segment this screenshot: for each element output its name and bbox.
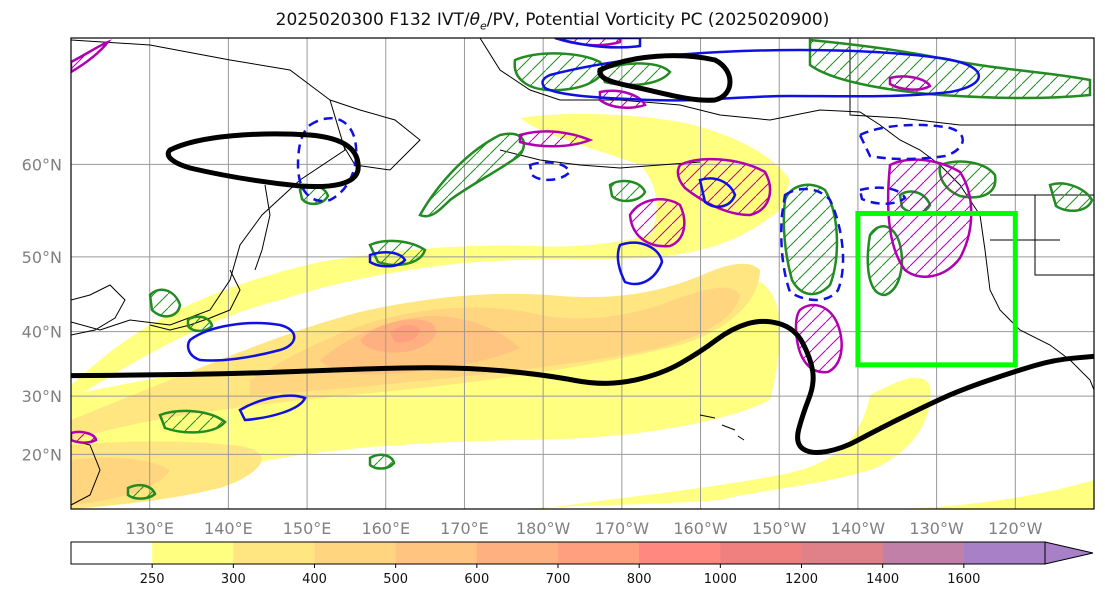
- latitude-label: 50°N: [22, 248, 62, 267]
- coastline-korea-china: [71, 284, 126, 336]
- ivt-band-250-se: [520, 377, 1094, 509]
- colorbar-tick-label: 1600: [947, 572, 980, 587]
- longitude-label: 140°E: [204, 519, 253, 538]
- magenta-contour-9: [71, 430, 98, 444]
- magenta-contour-2: [886, 158, 973, 278]
- longitude-label: 130°W: [909, 519, 964, 538]
- magenta-contour-1: [676, 157, 772, 217]
- blue-contour-3: [238, 394, 307, 422]
- latitude-labels: 60°N 50°N 40°N 30°N 20°N: [22, 155, 62, 464]
- blue-dashed-contour-2: [780, 187, 845, 302]
- colorbar-swatch: [882, 542, 965, 564]
- longitude-label: 140°W: [831, 519, 886, 538]
- colorbar-tick-label: 250: [140, 572, 165, 587]
- blue-contour-6: [698, 177, 737, 208]
- colorbar-swatch: [963, 542, 1046, 564]
- pv-pc-main-contour: [71, 318, 1094, 455]
- coastline-hawaii: [699, 414, 745, 441]
- pv-pc-contours: [71, 53, 1094, 455]
- green-contour-17: [186, 315, 214, 333]
- colorbar-tick-label: 600: [464, 572, 489, 587]
- magenta-contour-3: [628, 198, 686, 248]
- longitude-label: 180°W: [516, 519, 571, 538]
- magenta-contour-7: [518, 130, 594, 148]
- latitude-label: 20°N: [22, 445, 62, 464]
- green-contour-5: [782, 183, 839, 296]
- green-contour-9: [148, 288, 182, 318]
- blue-dashed-contour-1: [296, 116, 358, 203]
- colorbar-swatch: [152, 542, 234, 564]
- colorbar-swatch: [558, 542, 640, 564]
- green-contour-4: [418, 132, 526, 218]
- colorbar-swatch: [476, 542, 559, 564]
- latitude-label: 60°N: [22, 155, 62, 174]
- coastlines: [71, 38, 1094, 506]
- blue-dashed-contour-5: [858, 186, 907, 205]
- ivt-band-700: [390, 324, 420, 343]
- longitude-label: 160°W: [673, 519, 728, 538]
- colorbar-tick-label: 1200: [785, 572, 818, 587]
- longitude-label: 150°W: [752, 519, 807, 538]
- blue-dashed-contours: [296, 116, 964, 302]
- magenta-contour-8: [71, 39, 112, 74]
- colorbar-tick-label: 300: [221, 572, 246, 587]
- green-contour-15: [126, 483, 157, 500]
- magenta-contour-10: [888, 75, 932, 91]
- colorbar: 250 300 400 500 600 700 800 1000 1200 1400 1600: [70, 541, 1094, 587]
- colorbar-swatch: [801, 542, 884, 564]
- green-contour-14: [368, 453, 396, 470]
- coastline-canada-north: [849, 38, 1094, 126]
- coastline-aleutians: [499, 149, 701, 169]
- magenta-contours: [71, 38, 973, 444]
- longitude-label: 160°E: [361, 519, 410, 538]
- region-highlight-box: [855, 210, 1018, 368]
- map-frame: [70, 37, 1095, 510]
- colorbar-tick-label: 400: [302, 572, 327, 587]
- colorbar-swatch: [71, 542, 153, 564]
- colorbar-tick-label: 500: [383, 572, 408, 587]
- latitude-label: 30°N: [22, 387, 62, 406]
- blue-dashed-contour-3: [858, 123, 964, 161]
- longitude-label: 120°W: [988, 519, 1043, 538]
- longitude-labels: 130°E 140°E 150°E 160°E 170°E 180°W 170°W 160°W…: [125, 519, 1042, 538]
- pv-pc-closed-contour-west: [165, 131, 361, 190]
- blue-contour-4: [616, 241, 664, 286]
- coastline-sakhalin: [254, 184, 271, 271]
- colorbar-tick-label: 800: [627, 572, 652, 587]
- longitude-label: 130°E: [125, 519, 174, 538]
- map-title: 2025020300 F132 IVT/θe/PV, Potential Vor…: [275, 10, 830, 33]
- green-contour-16: [1048, 182, 1094, 213]
- blue-contour-7: [554, 38, 642, 49]
- blue-contour-5: [368, 251, 407, 268]
- colorbar-swatch: [720, 542, 802, 564]
- colorbar-tick-label: 1400: [866, 572, 899, 587]
- coastline-japan: [149, 269, 241, 331]
- coastline-asia: [71, 39, 346, 331]
- latitude-label: 40°N: [22, 323, 62, 342]
- green-contour-3: [808, 38, 1092, 100]
- green-contour-8: [368, 239, 427, 267]
- colorbar-extend-arrow: [1044, 541, 1094, 565]
- ivt-band-400-bl: [71, 457, 170, 505]
- green-contour-12: [608, 179, 647, 203]
- colorbar-tick-label: 1000: [704, 572, 737, 587]
- longitude-label: 150°E: [283, 519, 332, 538]
- colorbar-swatch: [314, 542, 397, 564]
- border-us-states: [990, 195, 1094, 276]
- blue-dashed-contour-4: [528, 161, 572, 182]
- longitude-label: 170°W: [595, 519, 650, 538]
- colorbar-swatch: [233, 542, 315, 564]
- green-contour-10: [158, 409, 227, 434]
- colorbar-tick-label: 700: [546, 572, 571, 587]
- pv-pc-closed-contour-north: [597, 53, 733, 103]
- blue-contours: [186, 38, 981, 422]
- colorbar-swatch: [395, 542, 478, 564]
- blue-contour-1: [541, 48, 981, 102]
- colorbar-swatch: [639, 542, 721, 564]
- longitude-label: 170°E: [440, 519, 489, 538]
- blue-contour-2: [186, 321, 296, 362]
